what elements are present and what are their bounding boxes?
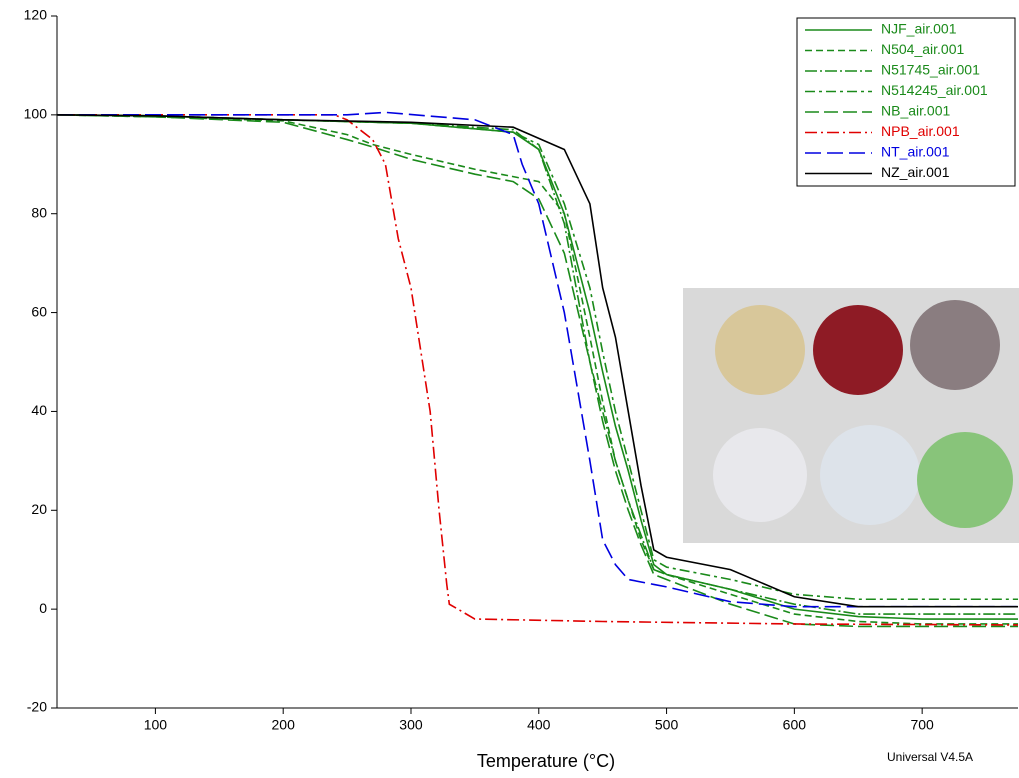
- y-tick-label: 0: [39, 600, 47, 616]
- photo-disc: [713, 428, 807, 522]
- legend-box: [796, 17, 1016, 187]
- series-line: [56, 114, 1018, 608]
- sample-photo: [683, 288, 1019, 543]
- x-tick-label: 500: [655, 717, 679, 733]
- y-tick-label: 40: [31, 402, 47, 418]
- series-line: [57, 114, 1019, 626]
- x-tick-label: 400: [527, 717, 551, 733]
- series-line: [56, 114, 1018, 615]
- photo-disc: [820, 425, 920, 525]
- legend-label: N504_air.001: [881, 41, 965, 57]
- x-tick-label: 300: [399, 717, 423, 733]
- series-line: [56, 114, 1018, 628]
- legend-label: N514245_air.001: [881, 82, 988, 98]
- legend-label: NB_air.001: [881, 103, 950, 119]
- photo-disc: [917, 432, 1013, 528]
- y-tick-label: -20: [27, 699, 47, 715]
- x-tick-label: 200: [272, 717, 296, 733]
- photo-disc: [910, 300, 1000, 390]
- x-axis-label: Temperature (°C): [477, 751, 615, 771]
- footnote: Universal V4.5A: [887, 750, 973, 764]
- legend-label: NJF_air.001: [881, 21, 957, 37]
- x-tick-label: 700: [910, 717, 934, 733]
- y-tick-label: 20: [31, 501, 47, 517]
- photo-disc: [813, 305, 903, 395]
- series-line: [57, 111, 1018, 608]
- series-line: [56, 114, 1018, 601]
- y-tick-label: 120: [24, 7, 48, 23]
- series-line: [56, 114, 1018, 620]
- y-tick-label: 60: [31, 303, 47, 319]
- legend-label: NZ_air.001: [881, 164, 950, 180]
- photo-disc: [715, 305, 805, 395]
- legend-label: NPB_air.001: [881, 123, 960, 139]
- legend-label: NT_air.001: [881, 144, 950, 160]
- y-tick-label: 80: [31, 204, 47, 220]
- legend-label: N51745_air.001: [881, 62, 980, 78]
- y-tick-label: 100: [24, 106, 48, 122]
- x-tick-label: 100: [144, 717, 168, 733]
- x-tick-label: 600: [783, 717, 807, 733]
